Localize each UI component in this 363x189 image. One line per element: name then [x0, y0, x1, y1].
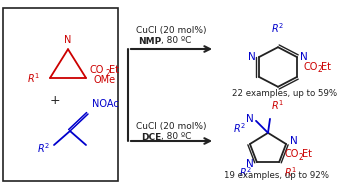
- Text: N: N: [246, 114, 254, 124]
- Text: $R^2$: $R^2$: [239, 165, 252, 179]
- Text: +: +: [50, 94, 60, 108]
- Text: OMe: OMe: [93, 75, 115, 85]
- Text: NOAc: NOAc: [92, 99, 119, 109]
- Text: CuCl (20 mol%): CuCl (20 mol%): [136, 26, 206, 36]
- Text: $R^1$: $R^1$: [284, 165, 297, 179]
- Text: NMP: NMP: [138, 36, 161, 46]
- Text: N: N: [300, 52, 308, 62]
- Text: Et: Et: [109, 65, 119, 75]
- Text: N: N: [290, 136, 298, 146]
- Text: , 80 ºC: , 80 ºC: [161, 36, 191, 46]
- Text: $R^2$: $R^2$: [233, 121, 246, 135]
- Text: CO: CO: [303, 62, 317, 72]
- Text: $R^1$: $R^1$: [272, 98, 285, 112]
- Text: CuCl (20 mol%): CuCl (20 mol%): [136, 122, 206, 132]
- Text: 2: 2: [105, 68, 110, 77]
- Text: 2: 2: [317, 65, 322, 74]
- Text: $R^1$: $R^1$: [27, 71, 40, 85]
- Text: Et: Et: [321, 62, 331, 72]
- Text: 22 examples, up to 59%: 22 examples, up to 59%: [232, 90, 338, 98]
- Text: 19 examples, up to 92%: 19 examples, up to 92%: [224, 171, 329, 180]
- Bar: [3, 8, 118, 181]
- Text: CO: CO: [284, 149, 298, 159]
- Text: N: N: [248, 52, 256, 62]
- Text: 2: 2: [298, 153, 303, 162]
- Text: $R^2$: $R^2$: [272, 21, 285, 35]
- Text: , 80 ºC: , 80 ºC: [161, 132, 191, 142]
- Text: $R^2$: $R^2$: [37, 141, 50, 155]
- Text: Et: Et: [302, 149, 312, 159]
- Text: CO: CO: [90, 65, 105, 75]
- Text: N: N: [64, 35, 72, 45]
- Text: DCE: DCE: [141, 132, 161, 142]
- Text: N: N: [246, 159, 254, 169]
